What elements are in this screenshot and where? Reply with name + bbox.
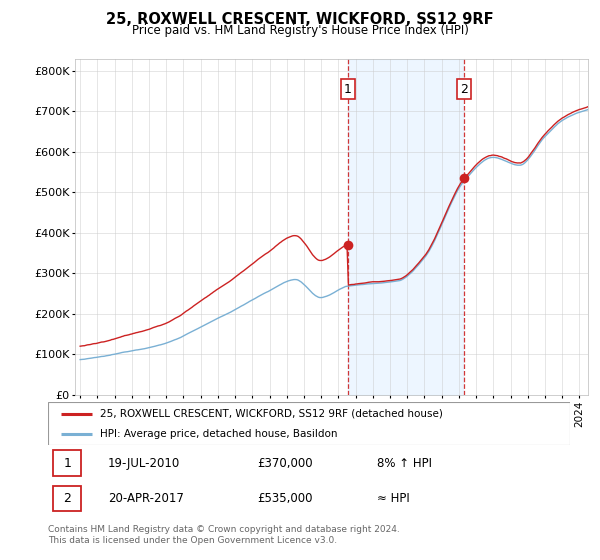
Text: Price paid vs. HM Land Registry's House Price Index (HPI): Price paid vs. HM Land Registry's House … xyxy=(131,24,469,37)
Text: 25, ROXWELL CRESCENT, WICKFORD, SS12 9RF: 25, ROXWELL CRESCENT, WICKFORD, SS12 9RF xyxy=(106,12,494,27)
Text: 1: 1 xyxy=(64,456,71,469)
Text: Contains HM Land Registry data © Crown copyright and database right 2024.
This d: Contains HM Land Registry data © Crown c… xyxy=(48,525,400,545)
Text: £535,000: £535,000 xyxy=(257,492,313,505)
Text: £370,000: £370,000 xyxy=(257,456,313,469)
Text: 2: 2 xyxy=(64,492,71,505)
Text: 25, ROXWELL CRESCENT, WICKFORD, SS12 9RF (detached house): 25, ROXWELL CRESCENT, WICKFORD, SS12 9RF… xyxy=(100,409,443,419)
Text: 19-JUL-2010: 19-JUL-2010 xyxy=(108,456,180,469)
Text: 1: 1 xyxy=(344,82,352,96)
FancyBboxPatch shape xyxy=(53,486,82,511)
Text: 20-APR-2017: 20-APR-2017 xyxy=(108,492,184,505)
Text: ≈ HPI: ≈ HPI xyxy=(377,492,410,505)
Text: 8% ↑ HPI: 8% ↑ HPI xyxy=(377,456,432,469)
FancyBboxPatch shape xyxy=(53,450,82,475)
Text: HPI: Average price, detached house, Basildon: HPI: Average price, detached house, Basi… xyxy=(100,428,338,438)
Text: 2: 2 xyxy=(460,82,468,96)
